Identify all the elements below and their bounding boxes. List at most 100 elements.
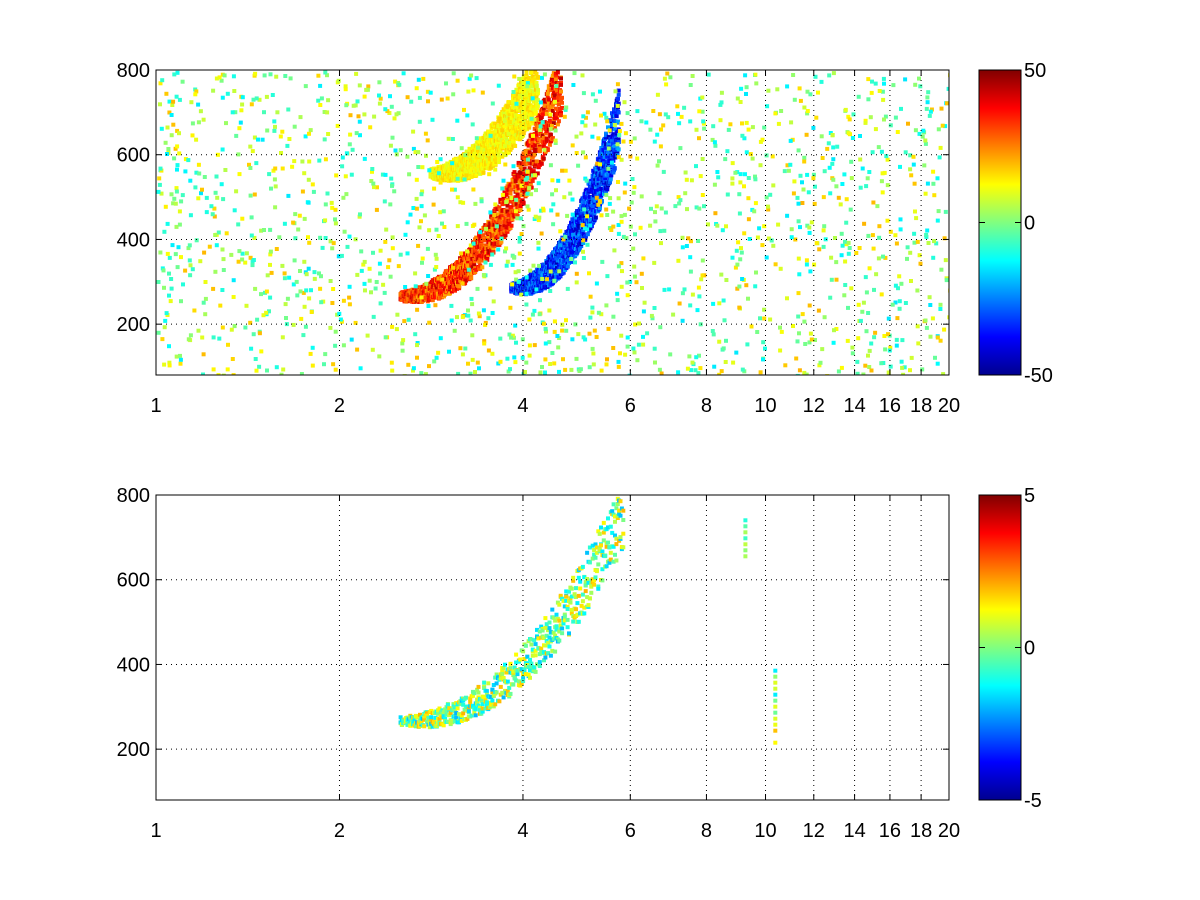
heatmap-cell <box>567 237 572 242</box>
heatmap-cell <box>594 168 599 173</box>
heatmap-cell <box>375 185 379 190</box>
heatmap-cell <box>749 324 754 329</box>
heatmap-cell <box>532 152 537 157</box>
heatmap-cell <box>488 133 493 138</box>
heatmap-cell <box>868 115 873 120</box>
heatmap-cell <box>591 351 596 356</box>
heatmap-cell <box>754 81 759 86</box>
heatmap-cell <box>580 73 585 78</box>
heatmap-cell <box>415 307 420 312</box>
heatmap-cell <box>539 115 544 119</box>
heatmap-cell <box>524 181 529 185</box>
heatmap-cell <box>306 266 311 271</box>
heatmap-cell <box>556 119 561 124</box>
heatmap-cell <box>530 136 535 141</box>
heatmap-cell <box>509 206 514 211</box>
heatmap-cell <box>452 328 457 333</box>
heatmap-cell <box>528 183 533 188</box>
heatmap-cell <box>524 275 529 280</box>
heatmap-cell <box>171 201 176 206</box>
heatmap-cell <box>507 100 511 105</box>
heatmap-cell <box>522 128 527 133</box>
heatmap-cell <box>486 163 491 168</box>
heatmap-cell <box>807 340 812 345</box>
heatmap-cell <box>615 129 620 134</box>
heatmap-cell <box>612 144 617 149</box>
heatmap-cell <box>334 173 339 178</box>
heatmap-cell <box>545 148 550 153</box>
heatmap-cell <box>290 164 295 169</box>
heatmap-cell <box>481 234 486 239</box>
heatmap-cell <box>805 109 810 113</box>
heatmap-cell <box>472 262 477 267</box>
heatmap-cell <box>458 200 463 205</box>
heatmap-cell <box>526 143 531 148</box>
heatmap-cell <box>175 144 180 149</box>
heatmap-cell <box>609 146 614 151</box>
heatmap-cell <box>257 97 262 102</box>
heatmap-cell <box>583 234 588 239</box>
heatmap-cell <box>493 167 498 172</box>
heatmap-cell <box>556 81 561 86</box>
heatmap-cell <box>886 316 891 321</box>
heatmap-cell <box>615 291 620 296</box>
heatmap-cell <box>634 280 639 285</box>
heatmap-cell <box>796 256 801 261</box>
heatmap-cell <box>677 201 682 206</box>
heatmap-cell <box>366 84 371 89</box>
heatmap-cell <box>201 117 206 122</box>
heatmap-cell <box>187 258 192 263</box>
heatmap-cell <box>202 250 207 255</box>
heatmap-cell <box>272 128 277 133</box>
heatmap-cell <box>335 123 340 128</box>
heatmap-cell <box>528 80 533 85</box>
heatmap-cell <box>475 360 480 365</box>
heatmap-cell <box>923 141 928 146</box>
heatmap-cell <box>553 106 558 111</box>
heatmap-cell <box>522 166 527 171</box>
heatmap-cell <box>593 166 598 171</box>
heatmap-cell <box>561 270 566 275</box>
heatmap-cell <box>542 103 547 108</box>
heatmap-cell <box>497 205 502 210</box>
heatmap-cell <box>504 263 509 268</box>
heatmap-cell <box>908 167 913 172</box>
heatmap-cell <box>496 212 501 217</box>
heatmap-cell <box>417 119 422 124</box>
heatmap-cell <box>330 205 335 210</box>
heatmap-cell <box>637 321 641 326</box>
heatmap-cell <box>300 159 305 164</box>
heatmap-cell <box>270 93 275 97</box>
heatmap-cell <box>436 171 441 176</box>
heatmap-cell <box>528 88 533 93</box>
heatmap-cell <box>568 252 573 257</box>
heatmap-cell <box>282 221 287 226</box>
heatmap-cell <box>733 265 738 270</box>
heatmap-cell <box>342 229 347 234</box>
heatmap-cell <box>521 119 526 124</box>
heatmap-cell <box>488 228 493 233</box>
heatmap-cell <box>490 101 495 106</box>
heatmap-cell <box>559 110 563 115</box>
heatmap-cell <box>480 265 485 270</box>
heatmap-cell <box>473 201 478 206</box>
heatmap-cell <box>300 189 305 194</box>
heatmap-cell <box>514 277 519 282</box>
heatmap-cell <box>516 269 521 274</box>
heatmap-cell <box>771 183 776 188</box>
heatmap-cell <box>616 147 621 152</box>
heatmap-cell <box>924 106 929 111</box>
heatmap-cell <box>170 103 175 107</box>
heatmap-cell <box>516 195 521 200</box>
heatmap-cell <box>648 223 653 228</box>
heatmap-cell <box>532 126 537 131</box>
heatmap-cell <box>515 107 520 112</box>
heatmap-cell <box>488 221 493 226</box>
heatmap-cell <box>477 233 482 238</box>
heatmap-cell <box>198 109 203 114</box>
heatmap-cell <box>796 148 801 153</box>
heatmap-cell <box>529 185 534 190</box>
heatmap-cell <box>559 89 563 94</box>
heatmap-cell <box>524 70 529 75</box>
heatmap-cell <box>175 167 179 172</box>
